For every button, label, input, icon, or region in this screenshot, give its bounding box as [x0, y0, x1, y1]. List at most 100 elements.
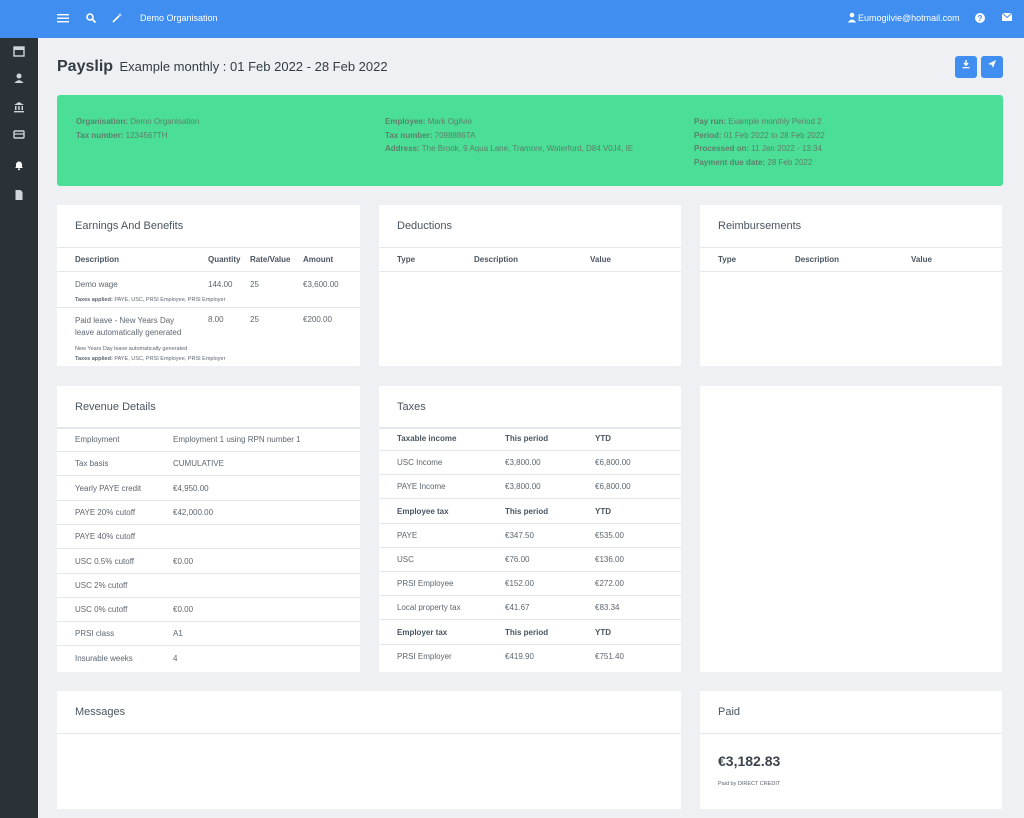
wand-icon[interactable] — [110, 12, 124, 26]
revenue-value: CUMULATIVE — [173, 459, 224, 469]
revenue-title: Revenue Details — [75, 401, 156, 413]
divider — [379, 247, 681, 248]
organisation-info: Organisation: Demo Organisation Tax numb… — [76, 117, 200, 140]
col-header: Value — [911, 255, 932, 264]
messages-card: Messages — [57, 691, 681, 809]
pay-run-value: Example monthly Period 2 — [728, 117, 822, 126]
taxes-cell: €272.00 — [595, 579, 624, 589]
divider — [700, 247, 1002, 248]
send-icon — [988, 60, 996, 68]
paid-amount: €3,182.83 — [718, 753, 781, 769]
send-button[interactable] — [981, 56, 1003, 78]
pay-run-info: Pay run: Example monthly Period 2 Period… — [694, 117, 825, 167]
paid-title: Paid — [718, 706, 741, 718]
user-icon[interactable] — [12, 72, 26, 86]
taxes-cell: USC — [397, 555, 414, 564]
download-button[interactable] — [955, 56, 977, 78]
divider — [57, 307, 360, 308]
divider — [379, 474, 681, 476]
earning-description: Demo wage — [75, 280, 118, 289]
revenue-value: €4,950.00 — [173, 483, 209, 493]
divider — [379, 643, 681, 645]
divider — [379, 427, 681, 429]
taxes-cell: €6,800.00 — [595, 458, 631, 468]
taxes-cell: PRSI Employee — [397, 579, 454, 589]
paid-by-method: Paid by DIRECT CREDIT — [718, 781, 781, 787]
divider — [379, 450, 681, 451]
organisation-name[interactable]: Demo Organisation — [140, 13, 218, 23]
payroll-icon[interactable] — [12, 128, 26, 142]
messages-title: Messages — [75, 706, 126, 718]
taxes-cell: YTD — [595, 627, 611, 637]
revenue-value: €42,000.00 — [173, 507, 214, 517]
organisation-value: Demo Organisation — [130, 117, 200, 126]
divider — [57, 499, 360, 501]
divider — [379, 546, 681, 548]
due-date-value: 28 Feb 2022 — [767, 157, 813, 167]
document-icon[interactable] — [12, 189, 26, 203]
taxes-cell: €83.34 — [595, 603, 620, 613]
page-subtitle: Example monthly : 01 Feb 2022 - 28 Feb 2… — [119, 59, 388, 74]
taxes-cell: €3,800.00 — [505, 482, 541, 492]
search-icon[interactable] — [84, 12, 98, 26]
divider — [57, 427, 360, 429]
taxes-cell: YTD — [595, 434, 611, 443]
taxes-cell: Employee tax — [397, 506, 449, 516]
taxes-cell: YTD — [595, 506, 611, 516]
taxes-cell: €6,800.00 — [595, 482, 631, 492]
taxes-cell: €41.67 — [505, 603, 530, 613]
divider — [57, 596, 360, 598]
revenue-label: USC 0% cutoff — [75, 605, 128, 615]
revenue-label: Tax basis — [75, 459, 109, 469]
divider — [57, 523, 360, 525]
revenue-label: Insurable weeks — [75, 653, 133, 663]
reimbursements-card: Reimbursements Type Description Value — [700, 205, 1002, 366]
col-header: Type — [718, 255, 737, 264]
taxes-applied: Taxes applied: PAYE, USC, PRSI Employee,… — [75, 356, 226, 362]
mail-icon[interactable] — [1000, 12, 1014, 26]
menu-icon[interactable] — [56, 12, 70, 26]
revenue-details-card: Revenue Details Employment Employment 1 u… — [57, 386, 360, 672]
taxes-cell: This period — [505, 434, 549, 443]
taxes-card: Taxes Taxable income This period YTD USC In… — [379, 386, 681, 672]
employee-info: Employee: Mark Ogilvie Tax number: 70988… — [385, 117, 634, 153]
earnings-title: Earnings And Benefits — [75, 220, 184, 232]
employee-address: The Brook, 9 Aqua Lane, Tramore, Waterfo… — [421, 144, 634, 153]
revenue-label: USC 0.5% cutoff — [75, 556, 134, 566]
col-header: Value — [590, 255, 611, 264]
earning-note: New Years Day leave automatically genera… — [75, 346, 188, 352]
employee-name: Mark Ogilvie — [427, 117, 473, 126]
taxes-cell: €751.40 — [595, 651, 624, 661]
taxes-title: Taxes — [397, 401, 426, 413]
earning-amount: €3,600.00 — [303, 280, 339, 289]
taxes-cell: €3,800.00 — [505, 458, 541, 468]
divider — [57, 475, 360, 477]
revenue-label: Employment — [75, 435, 120, 444]
revenue-value: Employment 1 using RPN number 1 — [173, 435, 301, 444]
revenue-value: €0.00 — [173, 556, 194, 566]
col-header: Type — [397, 255, 416, 264]
revenue-label: PRSI class — [75, 629, 115, 639]
empty-card — [700, 386, 1002, 672]
divider — [57, 548, 360, 550]
revenue-value: A1 — [173, 629, 183, 639]
taxes-cell: €76.00 — [505, 555, 530, 564]
revenue-label: PAYE 40% cutoff — [75, 532, 136, 542]
bank-icon[interactable] — [12, 101, 26, 115]
col-header: Quantity — [208, 255, 241, 264]
taxes-cell: PAYE Income — [397, 482, 446, 492]
taxes-cell: This period — [505, 627, 549, 637]
revenue-label: PAYE 20% cutoff — [75, 507, 136, 517]
divider — [57, 451, 360, 452]
calendar-icon[interactable] — [12, 45, 26, 59]
earning-description: Paid leave - New Years Day leave automat… — [75, 316, 182, 337]
divider — [379, 498, 681, 500]
user-email[interactable]: Eumogilvie@hotmail.com — [858, 13, 960, 23]
divider — [379, 571, 681, 572]
taxes-cell: Local property tax — [397, 603, 461, 613]
col-header: Rate/Value — [250, 255, 291, 264]
help-icon[interactable]: ? — [973, 12, 987, 26]
bell-icon[interactable] — [12, 159, 26, 173]
taxes-cell: €419.90 — [505, 651, 534, 661]
earning-quantity: 144.00 — [208, 280, 233, 289]
